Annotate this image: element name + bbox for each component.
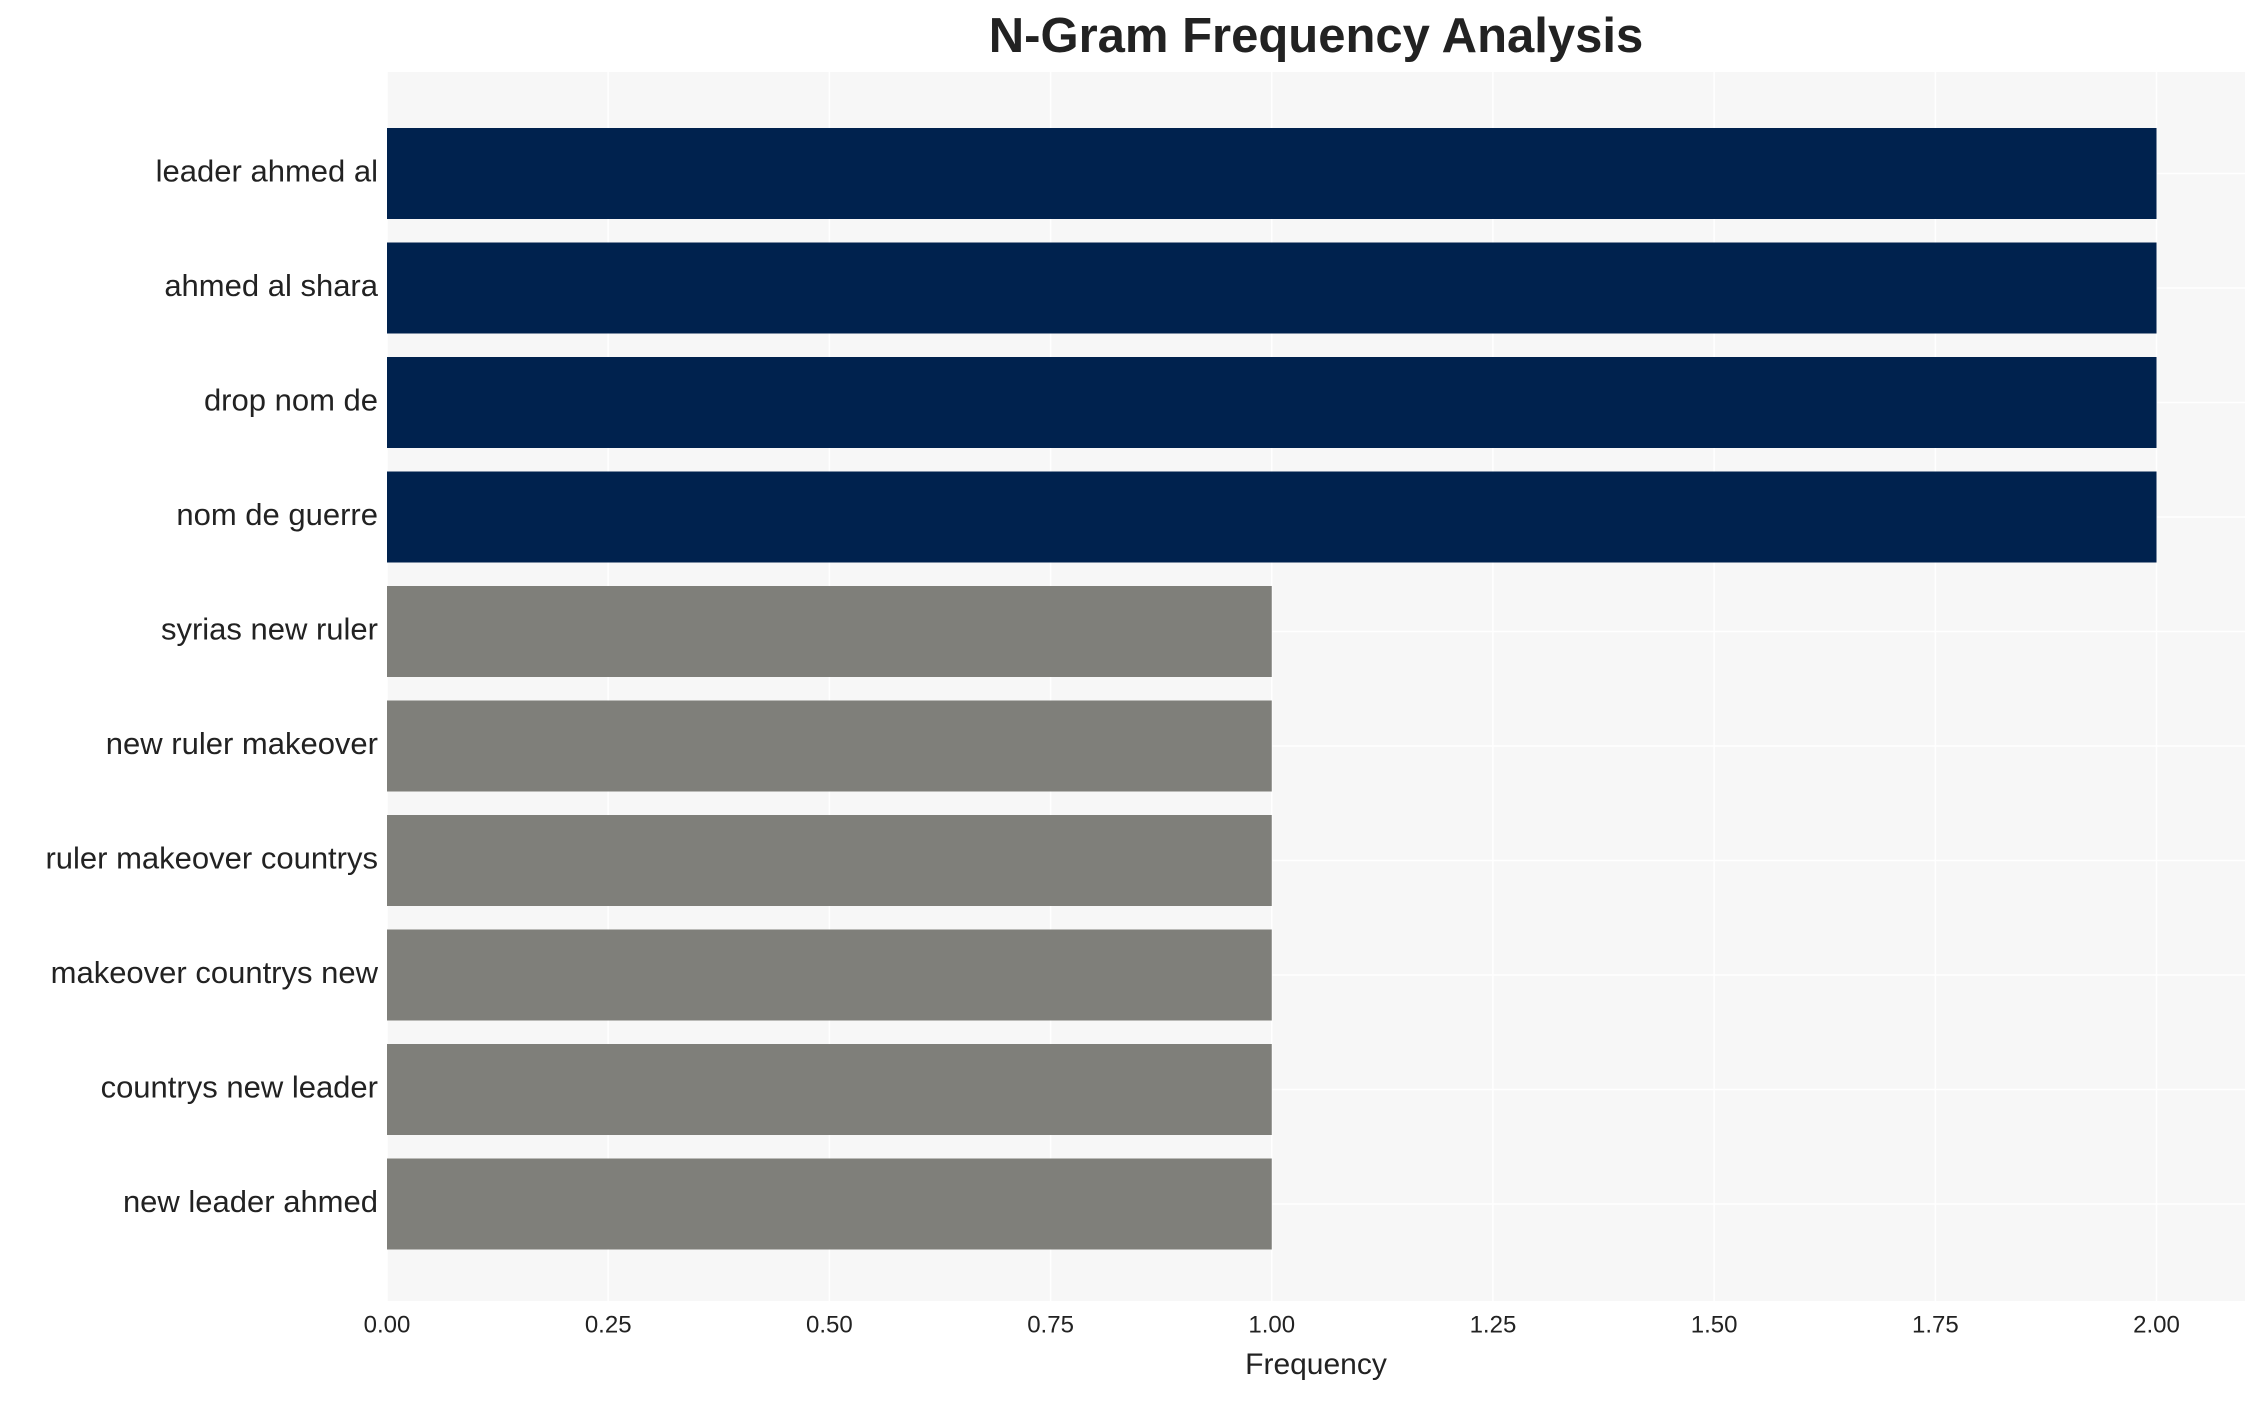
bar [387,929,1272,1021]
bar [387,357,2157,448]
y-tick-label: ruler makeover countrys [45,841,378,876]
y-tick-label: nom de guerre [176,497,378,532]
y-tick-label: drop nom de [204,383,378,418]
bar [387,700,1272,792]
x-tick-label: 0.00 [364,1311,411,1338]
bar [387,471,2157,563]
y-tick-label: syrias new ruler [161,612,378,647]
y-tick-label: countrys new leader [101,1070,378,1105]
y-tick-label: makeover countrys new [51,955,379,990]
y-tick-label: new ruler makeover [106,726,378,761]
bar [387,128,2157,219]
x-tick-label: 2.00 [2133,1311,2180,1338]
x-tick-label: 1.75 [1912,1311,1959,1338]
bar [387,242,2157,334]
x-tick-label: 0.75 [1027,1311,1074,1338]
bar [387,1158,1272,1250]
bar [387,815,1272,906]
x-tick-label: 1.00 [1248,1311,1295,1338]
x-tick-label: 0.25 [585,1311,632,1338]
bar [387,1044,1272,1135]
bar [387,586,1272,677]
x-tick-label: 1.25 [1470,1311,1517,1338]
y-tick-label: new leader ahmed [123,1184,378,1219]
chart-title: N-Gram Frequency Analysis [989,9,1643,63]
y-tick-label: leader ahmed al [156,154,378,189]
x-tick-label: 0.50 [806,1311,853,1338]
x-tick-label: 1.50 [1691,1311,1738,1338]
x-axis-label: Frequency [1245,1348,1387,1381]
y-tick-label: ahmed al shara [164,268,378,303]
